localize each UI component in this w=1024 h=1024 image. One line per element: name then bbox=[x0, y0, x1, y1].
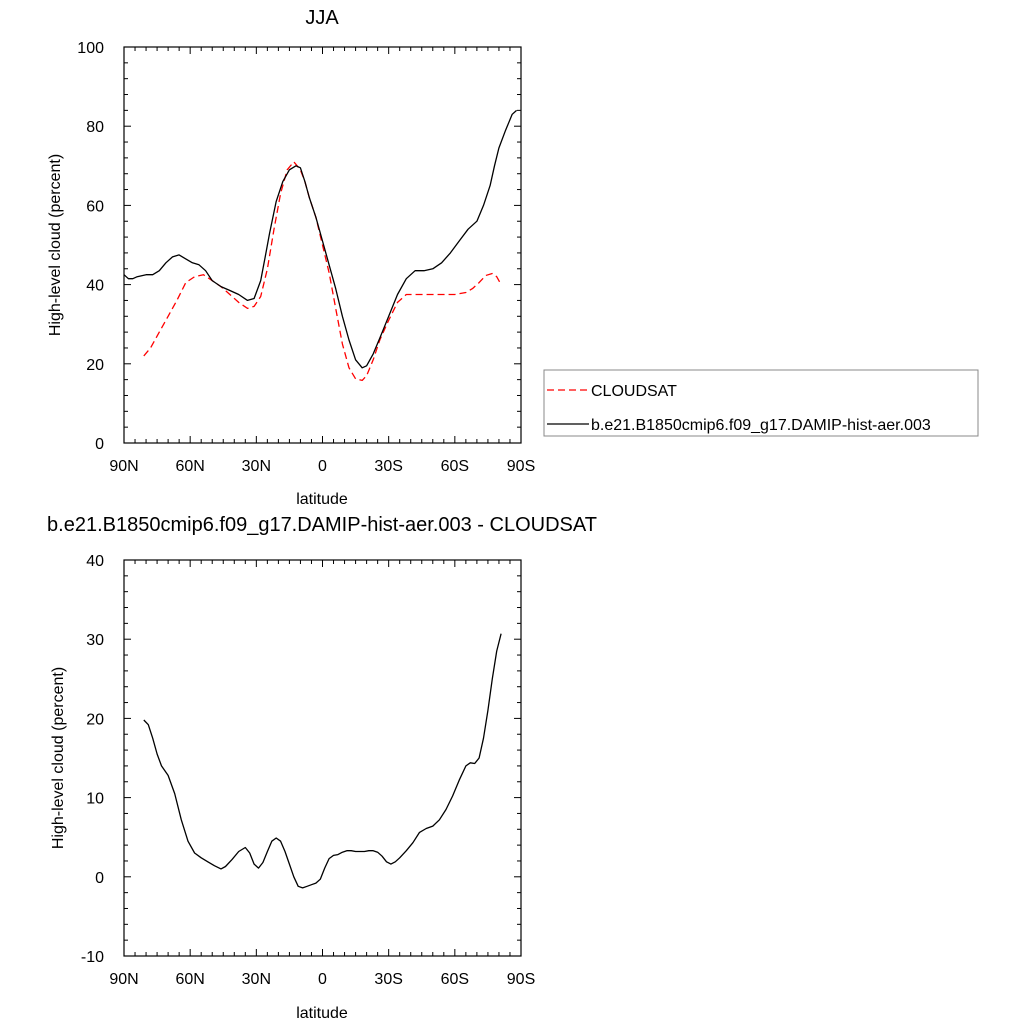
y-tick-label: 80 bbox=[86, 119, 104, 136]
legend-box bbox=[543, 369, 979, 437]
chart-title: JJA bbox=[305, 7, 339, 29]
axis-ticks: 90N 60N 30N 0 30S 60S 90S -10 0 10 20 30 40 bbox=[81, 553, 535, 988]
y-tick-label: 10 bbox=[86, 791, 104, 808]
y-axis-label: High-level cloud (percent) bbox=[47, 154, 64, 336]
x-tick-label: 0 bbox=[318, 458, 327, 475]
x-tick-label: 90N bbox=[109, 971, 138, 988]
plot-frame bbox=[123, 559, 522, 957]
x-tick-label: 60S bbox=[441, 971, 469, 988]
series-layer bbox=[123, 109, 518, 382]
x-tick-label: 90S bbox=[507, 971, 535, 988]
y-tick-label: -10 bbox=[81, 949, 104, 966]
y-tick-label: 0 bbox=[95, 436, 104, 453]
legend-label-cloudsat: CLOUDSAT bbox=[591, 383, 677, 400]
chart-title: b.e21.B1850cmip6.f09_g17.DAMIP-hist-aer.… bbox=[47, 514, 597, 536]
x-axis-label: latitude bbox=[296, 1005, 348, 1022]
x-tick-label: 30N bbox=[242, 458, 271, 475]
legend: CLOUDSAT b.e21.B1850cmip6.f09_g17.DAMIP-… bbox=[543, 369, 979, 437]
x-axis-label: latitude bbox=[296, 491, 348, 508]
series-line-cloudsat bbox=[143, 161, 502, 382]
x-tick-label: 60N bbox=[175, 458, 204, 475]
series-line-difference bbox=[143, 633, 502, 889]
chart-panel-bottom: b.e21.B1850cmip6.f09_g17.DAMIP-hist-aer.… bbox=[47, 514, 597, 1022]
x-tick-label: 30S bbox=[374, 458, 402, 475]
y-tick-label: 30 bbox=[86, 632, 104, 649]
y-tick-label: 40 bbox=[86, 553, 104, 570]
y-tick-label: 40 bbox=[86, 278, 104, 295]
y-axis-label: High-level cloud (percent) bbox=[50, 667, 67, 849]
y-tick-label: 0 bbox=[95, 870, 104, 887]
chart-panel-top: JJA 90N 60N 30N 0 30S 60S 90S 0 20 40 60 80 100 lati… bbox=[47, 7, 535, 508]
x-tick-label: 0 bbox=[318, 971, 327, 988]
y-tick-label: 60 bbox=[86, 198, 104, 215]
y-tick-label: 20 bbox=[86, 357, 104, 374]
y-tick-label: 20 bbox=[86, 711, 104, 728]
series-line-b-e21-b1850cmip6-f09-g17-damip-hist-aer-003 bbox=[123, 109, 518, 369]
x-tick-label: 30N bbox=[242, 971, 271, 988]
x-tick-label: 90S bbox=[507, 458, 535, 475]
legend-label-model: b.e21.B1850cmip6.f09_g17.DAMIP-hist-aer.… bbox=[591, 417, 931, 434]
x-tick-label: 90N bbox=[109, 458, 138, 475]
axis-ticks: 90N 60N 30N 0 30S 60S 90S 0 20 40 60 80 100 bbox=[77, 40, 535, 475]
x-tick-label: 30S bbox=[374, 971, 402, 988]
series-layer bbox=[143, 633, 502, 889]
y-tick-label: 100 bbox=[77, 40, 104, 57]
x-tick-label: 60S bbox=[441, 458, 469, 475]
x-tick-label: 60N bbox=[175, 971, 204, 988]
